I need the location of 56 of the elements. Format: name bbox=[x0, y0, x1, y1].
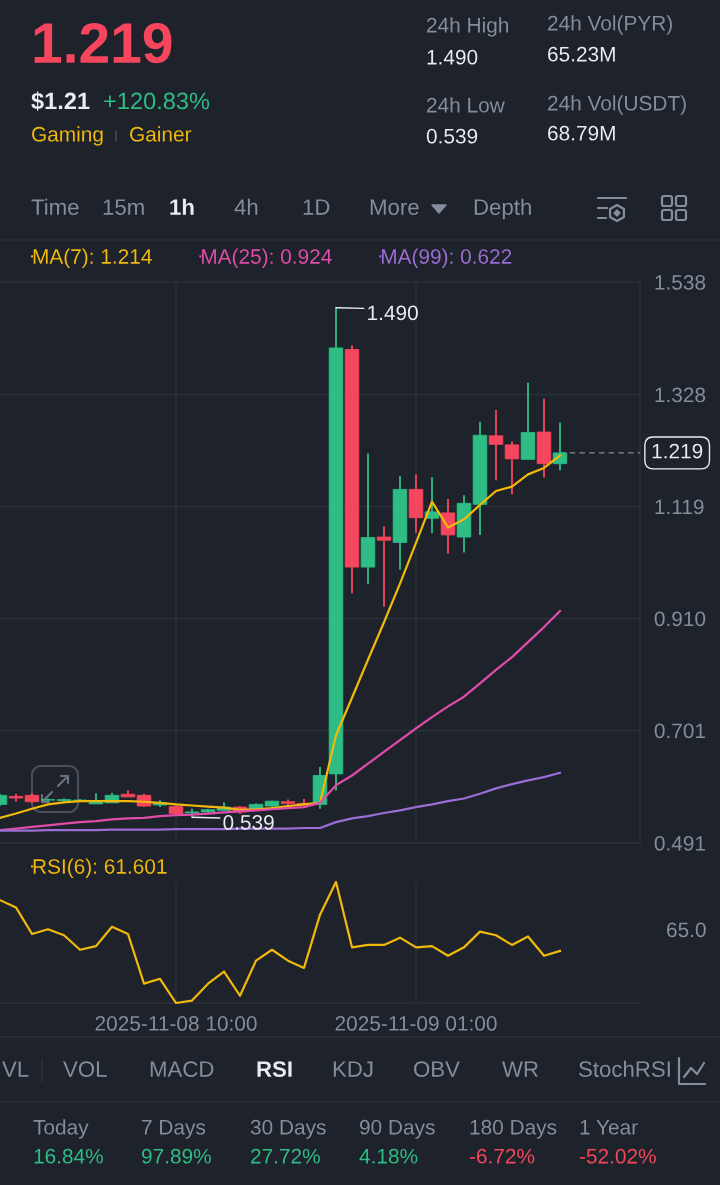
category-label: 30 Days bbox=[250, 1119, 326, 1139]
legend-label: MA(25): 0.924 bbox=[202, 248, 332, 268]
text: StochRSI bbox=[579, 1060, 670, 1077]
y-tick-label: 0.491 bbox=[654, 836, 706, 851]
text: 65.23M bbox=[548, 46, 615, 62]
text: 1.490 bbox=[427, 49, 478, 65]
y-tick-label: 0.701 bbox=[654, 723, 706, 739]
x-tick-label: 2025-11-09 01:00 bbox=[335, 1016, 497, 1031]
text: 1.219 bbox=[34, 22, 172, 64]
text: 4.18% bbox=[359, 1148, 418, 1164]
text: 68.79M bbox=[548, 125, 615, 141]
text: 1D bbox=[303, 199, 330, 215]
text: Time bbox=[31, 198, 79, 215]
text: WR bbox=[502, 1061, 538, 1077]
text: 0.539 bbox=[426, 128, 478, 144]
text: RSI bbox=[257, 1061, 292, 1077]
ref-line-label: 1.219 bbox=[652, 443, 703, 459]
text: Gaming bbox=[32, 126, 103, 146]
text: 24h Low bbox=[427, 97, 505, 113]
text: 24h Vol(USDT) bbox=[548, 95, 686, 115]
text: VL bbox=[2, 1061, 29, 1077]
text: Gainer bbox=[130, 126, 192, 142]
text: 24h Vol(PYR) bbox=[548, 15, 672, 35]
text: +120.83% bbox=[104, 92, 210, 110]
text: $1.21 bbox=[31, 91, 90, 111]
text: -6.72% bbox=[469, 1148, 535, 1164]
x-tick-label: 2025-11-08 10:00 bbox=[95, 1016, 257, 1031]
legend-label: MA(99): 0.622 bbox=[381, 248, 512, 268]
text: 1h bbox=[170, 198, 194, 215]
text: MACD bbox=[150, 1061, 214, 1077]
text: 15m bbox=[103, 199, 144, 215]
legend-label: MA(7): 1.214 bbox=[33, 248, 152, 268]
text: 24h High bbox=[427, 17, 509, 37]
y-tick-label: 1.328 bbox=[655, 387, 706, 403]
annotation: 1.490 bbox=[368, 305, 418, 321]
category-label: 180 Days bbox=[470, 1119, 557, 1139]
category-label: 7 Days bbox=[142, 1120, 206, 1139]
text: 4h bbox=[234, 198, 258, 215]
text: 65.0 bbox=[667, 922, 706, 938]
text: OBV bbox=[414, 1061, 460, 1077]
y-tick-label: 1.538 bbox=[655, 275, 706, 290]
legend-label: RSI(6): 61.601 bbox=[33, 858, 167, 878]
text: 16.84% bbox=[34, 1148, 103, 1164]
category-label: Today bbox=[33, 1119, 89, 1139]
text: KDJ bbox=[333, 1061, 373, 1077]
text: VOL bbox=[63, 1061, 107, 1077]
text: Depth bbox=[474, 198, 531, 220]
text: 97.89% bbox=[141, 1148, 211, 1164]
annotation: 0.539 bbox=[223, 815, 274, 830]
y-tick-label: 0.910 bbox=[654, 611, 706, 627]
category-label: 90 Days bbox=[359, 1119, 435, 1139]
text: -52.02% bbox=[579, 1148, 656, 1164]
y-tick-label: 1.119 bbox=[655, 499, 704, 515]
category-label: 1 Year bbox=[580, 1120, 638, 1135]
text: 27.72% bbox=[251, 1148, 320, 1164]
text: More bbox=[370, 199, 419, 215]
